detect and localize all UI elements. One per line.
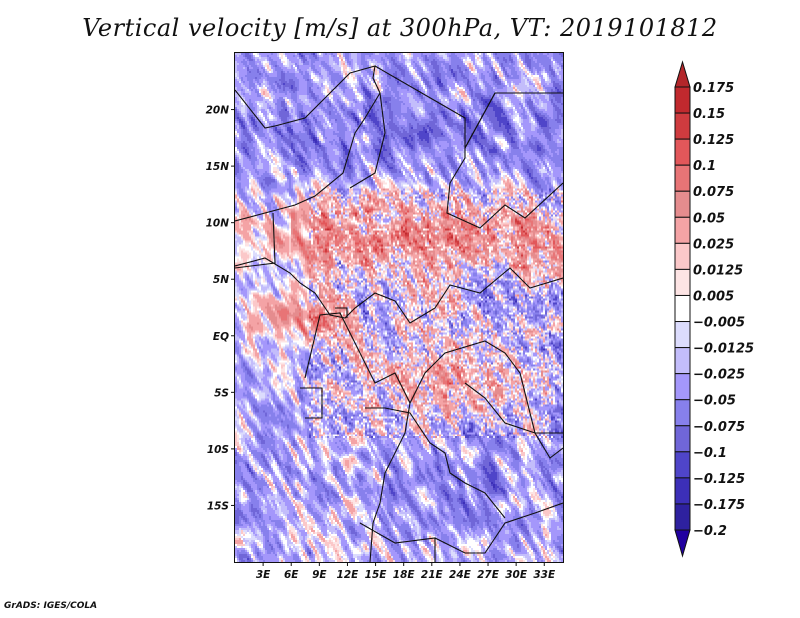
colorbar-segment [674,294,691,323]
colorbar-label: −0.125 [693,472,745,487]
colorbar-segment [674,399,691,427]
colorbar-label: 0.175 [693,81,734,96]
x-tick-label: 24E [449,569,472,581]
border-line [300,387,323,419]
y-tick-label: EQ [213,331,229,343]
x-tick-label: 3E [256,569,271,581]
colorbar-label: 0.125 [693,133,734,148]
colorbar-label: −0.175 [693,498,745,513]
colorbar-segment [674,477,691,505]
x-tick-label: 30E [505,569,528,581]
y-tick-label: 10S [207,444,229,456]
colorbar-segment [674,190,691,218]
colorbar-segment [674,268,691,296]
colorbar-label: 0.1 [693,159,716,174]
x-tick-label: 9E [312,569,327,581]
x-tick-label: 12E [337,569,360,581]
colorbar-segment [674,138,691,166]
border-line [409,340,563,459]
x-tick-label: 27E [477,569,500,581]
y-tick-label: 5N [213,274,229,286]
colorbar-label: −0.005 [693,316,745,331]
colorbar-segment [674,347,691,375]
border-line [235,65,381,222]
y-tick-label: 15N [206,161,230,173]
border-line [235,212,276,269]
colorbar-segment [674,86,691,114]
chart-title: Vertical velocity [m/s] at 300hPa, VT: 2… [82,14,718,42]
x-tick-label: 18E [393,569,416,581]
y-tick-label: 10N [206,218,230,230]
y-tick-label: 5S [214,387,229,399]
colorbar-segment [674,242,691,270]
grads-credit: GrADS: IGES/COLA [4,601,98,611]
border-line [304,312,411,562]
y-tick-label: 15S [207,500,229,512]
colorbar-label: 0.075 [693,185,734,200]
border-line [349,92,386,189]
colorbar-label: 0.0125 [693,263,743,278]
colorbar-label: 0.05 [693,211,725,226]
colorbar-label: −0.2 [693,524,727,539]
colorbar-label: −0.1 [693,446,727,461]
x-tick-label: 6E [284,569,299,581]
x-tick-label: 15E [365,569,388,581]
map-plot-area [235,53,563,562]
border-line [374,65,563,149]
country-borders [235,65,563,562]
colorbar-segment [674,321,691,349]
colorbar-segment [674,451,691,479]
border-line [235,257,563,324]
colorbar-extend-min [674,529,691,558]
border-line [365,407,506,519]
colorbar-label: 0.005 [693,289,734,304]
colorbar-extend-max [674,60,691,88]
colorbar-segment [674,503,691,531]
colorbar-label: −0.0125 [693,342,754,357]
colorbar-label: −0.025 [693,368,745,383]
colorbar-segment [674,373,691,401]
border-line [464,382,563,434]
x-tick-label: 21E [421,569,444,581]
colorbar-segment [674,112,691,140]
y-tick-label: 20N [206,105,230,117]
colorbar-segment [674,216,691,244]
colorbar-label: −0.05 [693,394,736,409]
colorbar-segment [674,425,691,453]
colorbar-label: 0.15 [693,107,725,122]
x-tick-label: 33E [533,569,556,581]
colorbar-label: −0.075 [693,420,745,435]
border-line [335,307,348,318]
border-line [359,502,563,554]
colorbar-label: 0.025 [693,237,734,252]
colorbar-segment [674,164,691,192]
border-line [446,92,563,229]
